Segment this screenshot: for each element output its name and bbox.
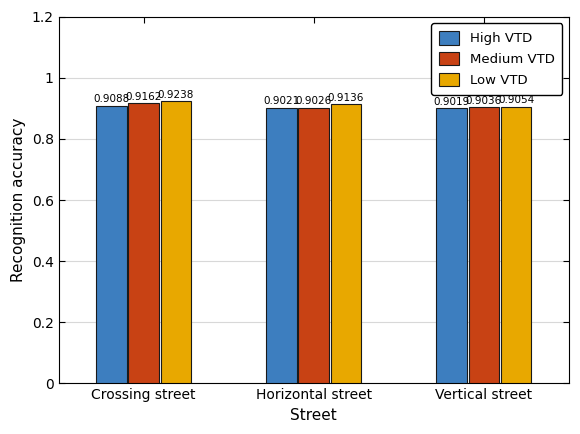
X-axis label: Street: Street [291,408,337,423]
Bar [501,107,531,384]
Y-axis label: Recognition accuracy: Recognition accuracy [11,118,26,282]
Bar [298,108,329,384]
Text: 0.9036: 0.9036 [466,96,502,106]
Bar [331,104,361,384]
Text: 0.9026: 0.9026 [296,96,332,106]
Bar [128,103,159,384]
Text: 0.9088: 0.9088 [93,95,129,105]
Bar [266,108,297,384]
Bar [96,105,126,384]
Bar [161,101,191,384]
Text: 0.9136: 0.9136 [328,93,364,103]
Text: 0.9021: 0.9021 [263,96,299,106]
Text: 0.9019: 0.9019 [433,96,470,106]
Text: 0.9238: 0.9238 [158,90,194,100]
Bar [469,107,499,384]
Text: 0.9054: 0.9054 [498,95,534,105]
Legend: High VTD, Medium VTD, Low VTD: High VTD, Medium VTD, Low VTD [432,23,562,95]
Text: 0.9162: 0.9162 [125,92,162,102]
Bar [436,108,467,384]
